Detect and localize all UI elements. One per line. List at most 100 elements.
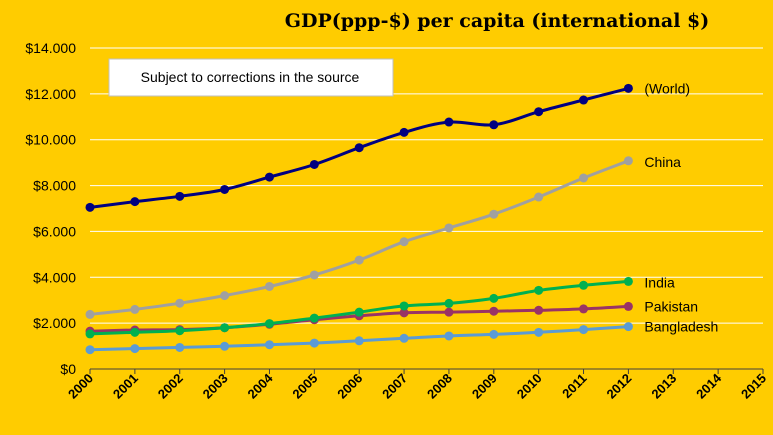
data-point-china [309,270,319,280]
annotation-box-bg [108,58,394,97]
x-tick-label: 2002 [155,371,186,402]
data-point-india [534,285,544,295]
series-bangladesh [85,322,633,355]
data-point-bangladesh [579,325,589,335]
x-tick-label: 2013 [648,371,679,402]
data-point-pakistan [623,301,633,311]
data-point-world [220,184,230,194]
data-point-china [264,281,274,291]
data-point-china [130,304,140,314]
y-axis: $0 $2.000 $4.000 $6.000 $8.000 $10.000 $12.000… [25,40,76,377]
x-tick-label: 2012 [603,371,634,402]
y-tick-label: $4.000 [33,269,76,285]
x-tick-label: 2009 [469,371,500,402]
data-point-bangladesh [130,344,140,354]
data-point-china [444,223,454,233]
x-tick-label: 2007 [379,371,410,402]
data-point-bangladesh [623,322,633,332]
series-label-china: China [644,154,681,170]
data-point-world [85,202,95,212]
series-label-pakistan: Pakistan [644,298,698,314]
data-point-world [489,120,499,130]
y-tick-label: $0 [60,361,76,377]
data-point-world [399,127,409,137]
x-tick-label: 2006 [334,371,365,402]
series-label-india: India [644,274,675,290]
x-tick-label: 2011 [559,371,590,402]
series-india [85,276,633,339]
data-point-bangladesh [399,333,409,343]
y-tick-label: $10.000 [25,132,76,148]
x-tick-label: 2015 [738,371,769,402]
x-tick-label: 2001 [110,371,141,402]
x-tick-label: 2003 [200,371,231,402]
series-china [85,156,633,319]
data-point-india [354,307,364,317]
y-tick-label: $2.000 [33,315,76,331]
data-point-bangladesh [264,340,274,350]
data-point-china [175,298,185,308]
y-tick-label: $8.000 [33,178,76,194]
data-point-world [354,143,364,153]
series-label-world: (World) [644,80,690,96]
data-point-bangladesh [220,341,230,351]
data-point-bangladesh [444,331,454,341]
series-labels: (World) China India Pakistan Bangladesh [644,80,718,334]
data-point-world [534,107,544,117]
data-point-india [130,327,140,337]
data-point-china [623,156,633,166]
series-group [85,83,633,355]
series-world [85,83,633,212]
data-point-india [220,323,230,333]
plot-area [90,48,763,369]
x-tick-label: 2005 [289,371,320,402]
data-point-world [444,117,454,127]
data-point-pakistan [399,308,409,318]
data-point-world [579,95,589,105]
x-tick-label: 2010 [514,371,545,402]
data-point-bangladesh [534,327,544,337]
x-tick-label: 2014 [693,370,725,402]
gridlines [90,47,763,370]
data-point-china [399,237,409,247]
data-point-bangladesh [85,345,95,355]
y-tick-label: $12.000 [25,86,76,102]
data-point-china [534,192,544,202]
data-point-pakistan [444,307,454,317]
x-tick-label: 2008 [424,371,455,402]
annotation-text: Subject to corrections in the source [141,69,360,85]
data-point-india [264,319,274,329]
data-point-china [354,255,364,265]
data-point-india [489,293,499,303]
x-axis: 2000 2001 2002 2003 2004 2005 2006 2007 2008 2009… [65,368,769,402]
data-point-bangladesh [489,329,499,339]
data-point-india [623,276,633,286]
data-point-bangladesh [309,338,319,348]
data-point-india [85,329,95,339]
data-point-pakistan [534,305,544,315]
y-tick-label: $6.000 [33,223,76,239]
data-point-india [444,298,454,308]
annotation-box: Subject to corrections in the source [108,58,394,97]
data-point-china [220,291,230,301]
data-point-china [489,209,499,219]
data-point-india [579,280,589,290]
data-point-india [175,326,185,336]
data-point-china [85,309,95,319]
data-point-world [130,197,140,207]
data-point-pakistan [579,304,589,314]
data-point-china [579,173,589,183]
y-tick-label: $14.000 [25,40,76,56]
data-point-bangladesh [354,336,364,346]
data-point-india [309,313,319,323]
data-point-world [175,191,185,201]
data-point-bangladesh [175,342,185,352]
data-point-world [623,83,633,93]
series-label-bangladesh: Bangladesh [644,319,718,335]
x-tick-label: 2004 [245,370,277,402]
data-point-pakistan [489,306,499,316]
data-point-india [399,301,409,311]
chart-title: GDP(ppp-$) per capita (international $) [285,10,710,32]
